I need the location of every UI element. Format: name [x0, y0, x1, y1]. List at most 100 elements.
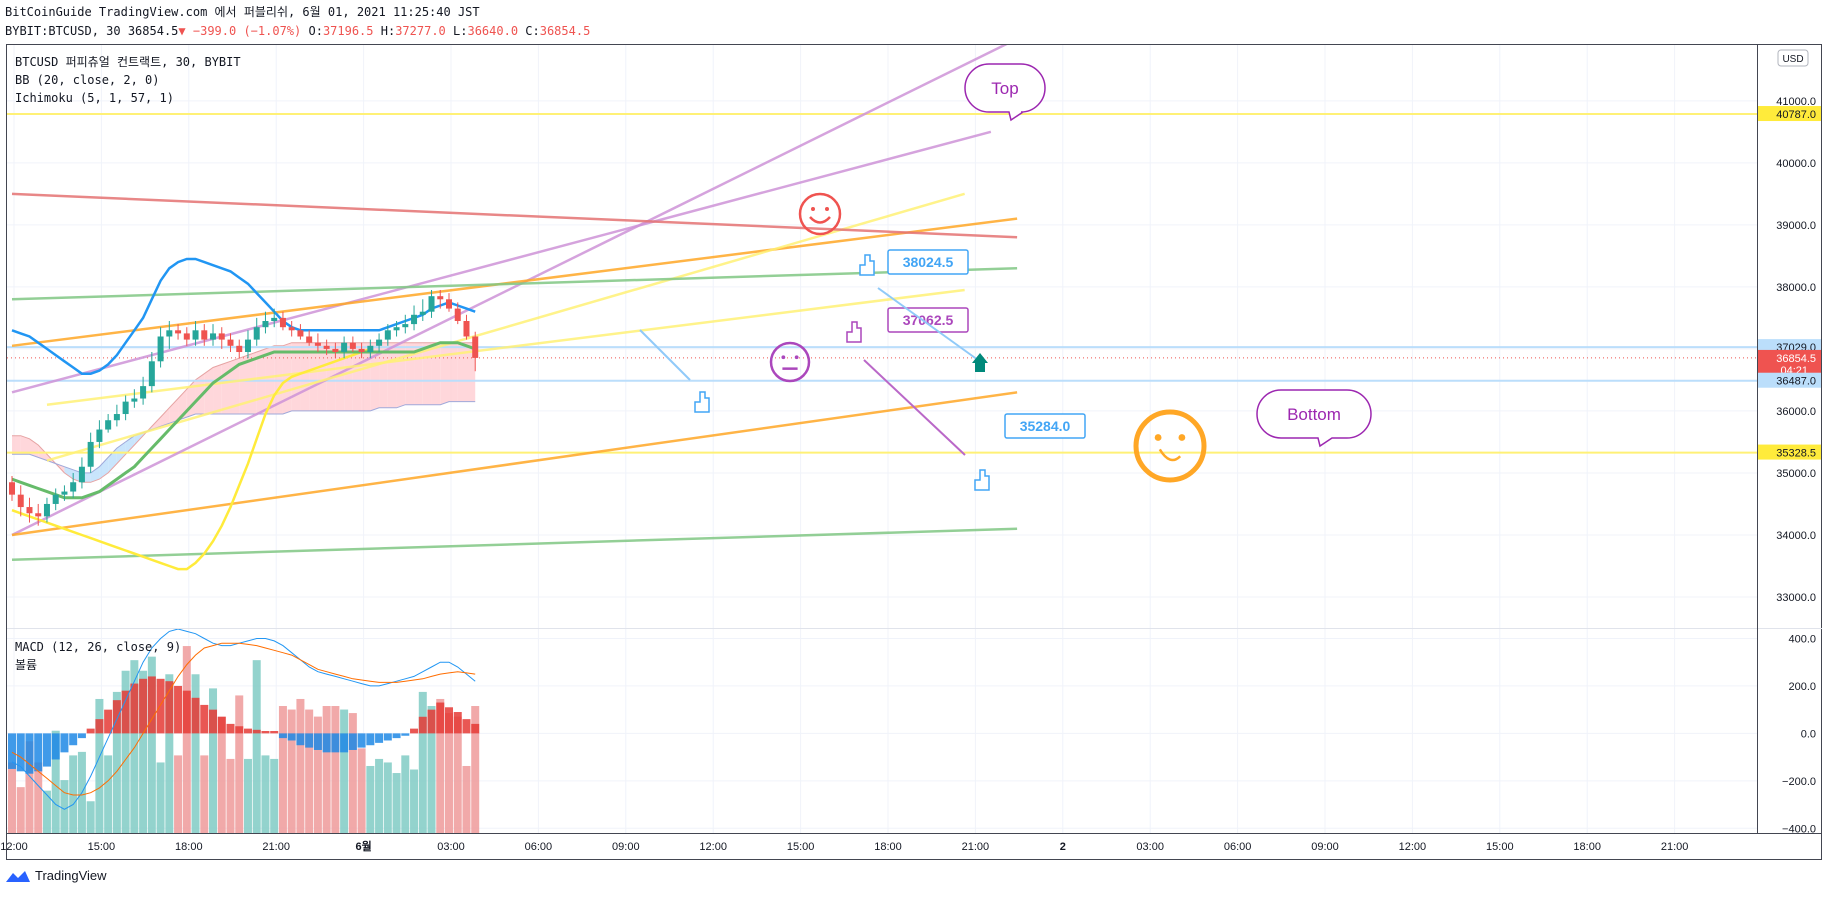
candle-body — [192, 330, 199, 340]
legend-macd[interactable]: MACD (12, 26, close, 9) — [15, 640, 182, 654]
candle — [17, 485, 24, 517]
price-note-38024-text: 38024.5 — [903, 254, 954, 270]
candle-body — [166, 330, 173, 337]
candle — [210, 324, 217, 346]
neutral-face-icon-eye — [781, 355, 786, 360]
ichimoku-cloud-segment — [239, 355, 248, 415]
candle-body — [472, 336, 479, 358]
ichimoku-cloud-segment — [90, 466, 100, 483]
high-label: H: — [380, 24, 396, 38]
ichimoku-cloud-segment — [12, 435, 21, 455]
price-badge-label: 40787.0 — [1776, 109, 1816, 121]
trendline — [11, 130, 992, 394]
neutral-face-icon-outline — [769, 341, 811, 383]
time-tick-label: 6월 — [355, 839, 371, 853]
candle — [140, 376, 147, 405]
low-label: L: — [453, 24, 468, 38]
macd-histogram-bar — [182, 690, 191, 734]
price-tick-label: 38000.0 — [1776, 282, 1816, 294]
candle — [288, 320, 295, 337]
volume-bar — [357, 748, 366, 833]
price-badge: 36854.504:21 — [1758, 349, 1821, 378]
price-note-38024-box — [887, 249, 969, 275]
price-badge-label: 36854.5 — [1776, 353, 1816, 365]
macd-histogram-bar — [436, 702, 445, 734]
volume-bar — [86, 801, 95, 833]
volume-bar — [418, 691, 427, 833]
price-note-35284-text: 35284.0 — [1020, 418, 1071, 434]
price-badge-label: 36487.0 — [1776, 376, 1816, 388]
candle-body — [384, 330, 391, 340]
footer-brand[interactable]: TradingView — [5, 868, 107, 883]
symbol-label[interactable]: BYBIT:BTCUSD, 30 — [5, 24, 121, 38]
candle-body — [402, 324, 409, 328]
volume-bar — [69, 755, 78, 833]
price-note-37062-text: 37062.5 — [903, 312, 954, 328]
smiling-face-icon-mouth — [809, 216, 831, 224]
candle — [96, 420, 103, 449]
price-badge-bg — [1758, 444, 1821, 460]
time-tick-label: 18:00 — [874, 841, 902, 853]
macd-histogram-bar — [296, 733, 305, 746]
legend-symbol[interactable]: BTCUSD 퍼피츄얼 컨트랙트, 30, BYBIT — [15, 55, 241, 69]
candle-body — [323, 345, 330, 349]
candle-body — [96, 429, 103, 442]
candle-body — [244, 339, 251, 353]
candle-body — [105, 420, 112, 430]
candle-body — [236, 345, 243, 353]
macd-tick-label: 0.0 — [1801, 728, 1816, 740]
macd-histogram-bar — [340, 733, 349, 753]
volume-bar — [25, 741, 34, 833]
dizzy-face-icon-outline — [1133, 409, 1207, 483]
candle — [61, 485, 68, 501]
volume-bar — [130, 660, 139, 833]
price-note-35284: 35284.0 — [1004, 413, 1086, 439]
ichimoku-cloud-segment — [300, 342, 310, 411]
legend-ichimoku[interactable]: Ichimoku (5, 1, 57, 1) — [15, 91, 174, 105]
time-tick-label: 12:00 — [0, 841, 28, 853]
macd-histogram-bar — [217, 716, 226, 734]
candle — [428, 289, 435, 318]
candle — [297, 324, 304, 340]
legend-volume[interactable]: 볼륨 — [15, 658, 38, 672]
smiling-face-icon-eye — [811, 207, 815, 211]
macd-histogram-bar — [383, 733, 392, 741]
candle-body — [454, 308, 461, 321]
macd-histogram-bar — [156, 678, 165, 734]
ichimoku-cloud-segment — [449, 342, 458, 402]
macd-histogram-bar — [235, 726, 244, 734]
macd-histogram-bar — [366, 733, 375, 746]
volume-bar — [462, 765, 471, 833]
volume-bar — [156, 762, 165, 833]
ichimoku-cloud-segment — [440, 342, 449, 405]
bollinger-upper — [11, 257, 476, 375]
legend-bollinger[interactable]: BB (20, close, 2, 0) — [15, 73, 160, 87]
volume-bar — [313, 716, 322, 833]
ichimoku-cloud-segment — [64, 466, 74, 480]
candle-body — [227, 339, 234, 346]
footer-brand-label: TradingView — [35, 868, 107, 883]
macd-tick-label: −200.0 — [1782, 776, 1816, 788]
ichimoku-cloud-segment — [317, 342, 327, 411]
candle — [70, 472, 77, 498]
time-tick-label: 21:00 — [962, 841, 990, 853]
macd-histogram-bar — [69, 733, 78, 746]
volume-bar — [112, 691, 121, 833]
ichimoku-cloud-segment — [221, 361, 231, 415]
candle — [201, 324, 208, 346]
candle — [166, 320, 173, 349]
candle — [9, 476, 15, 501]
candle — [175, 324, 182, 340]
volume-bar — [348, 713, 357, 833]
cloud-span-a — [12, 342, 476, 483]
candle — [244, 330, 251, 359]
volume-bar — [392, 773, 401, 833]
price-badge-label: 35328.5 — [1776, 448, 1816, 460]
pointing-hand-icon — [859, 254, 875, 276]
candle — [349, 336, 356, 353]
candle-body — [437, 296, 444, 300]
candle-body — [297, 330, 304, 337]
time-tick-label: 21:00 — [262, 841, 290, 853]
macd-histogram-bar — [252, 729, 261, 734]
